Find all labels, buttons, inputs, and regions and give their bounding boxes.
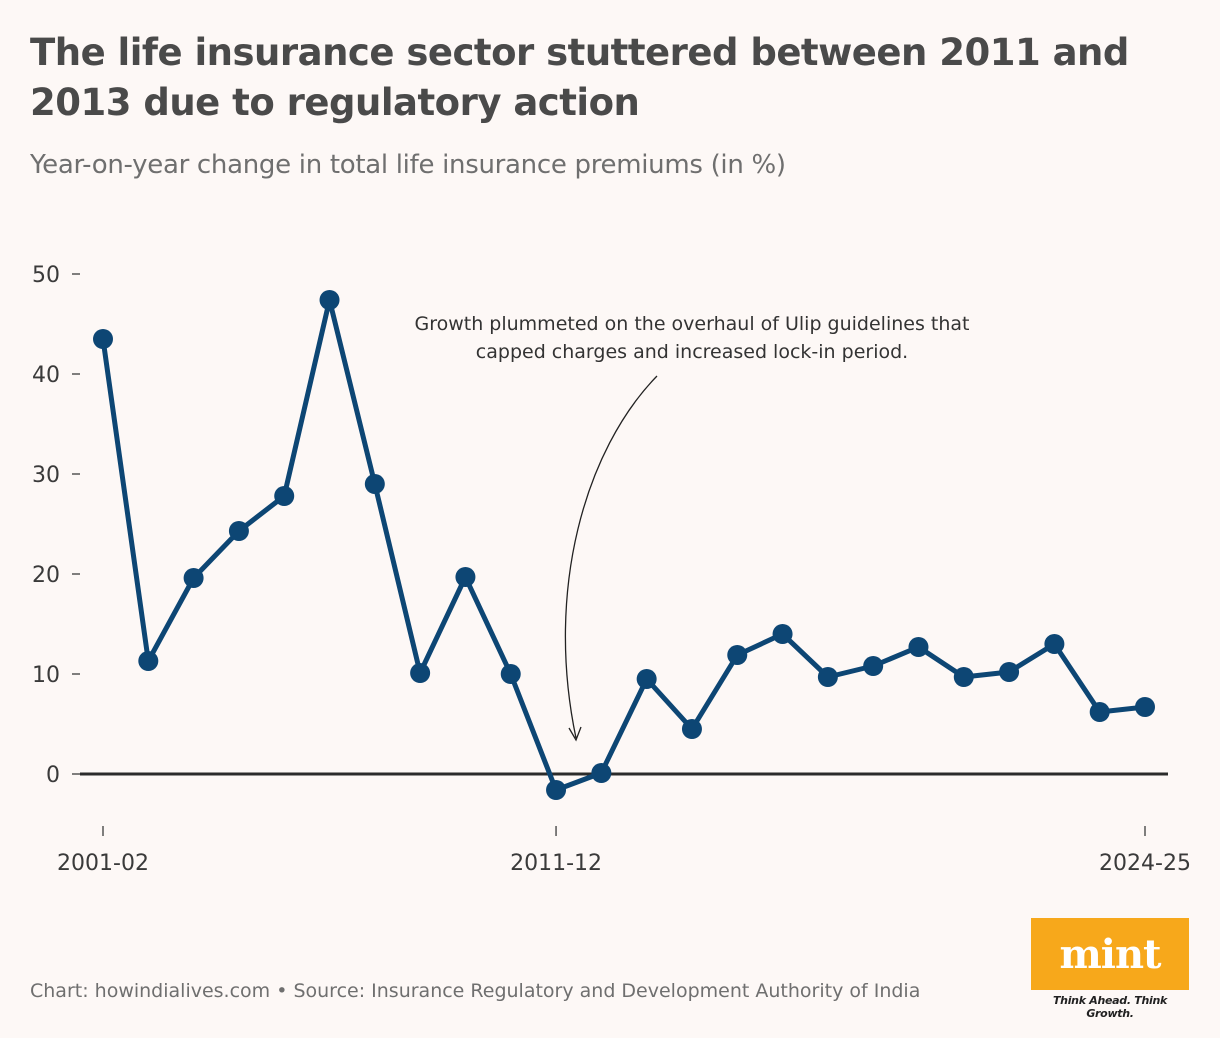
data-point: [410, 663, 431, 683]
data-point: [999, 662, 1020, 682]
data-point: [228, 521, 249, 541]
y-axis: 0 10 20 30 40 50: [32, 263, 80, 788]
data-point: [591, 763, 612, 783]
logo-wordmark: mint: [1059, 930, 1161, 978]
data-point: [546, 780, 567, 800]
data-point: [727, 645, 748, 665]
data-point: [681, 719, 702, 739]
data-point: [138, 651, 159, 671]
data-point: [953, 667, 974, 687]
line-chart: 0 10 20 30 40 50 2001-02 2011-12 2024-25 Growth…: [32, 263, 1191, 876]
chart-subtitle: Year-on-year change in total life insura…: [30, 150, 786, 180]
data-point: [1135, 697, 1155, 717]
logo-tagline: Think Ahead. Think Growth.: [1052, 994, 1168, 1020]
annotation-line: capped charges and increased lock-in per…: [476, 341, 908, 363]
data-point: [908, 637, 929, 657]
data-point: [500, 664, 521, 684]
x-tick-label: 2011-12: [510, 851, 602, 876]
mint-logo: mint: [1031, 918, 1189, 990]
data-point: [772, 624, 793, 644]
y-tick-label: 0: [46, 763, 60, 788]
data-point: [364, 474, 385, 494]
data-point: [1044, 634, 1065, 654]
data-point: [817, 667, 838, 687]
data-point: [636, 669, 657, 689]
x-tick-label: 2001-02: [57, 851, 149, 876]
series-line: [100, 297, 1146, 793]
data-points: [93, 290, 1155, 800]
data-point: [274, 486, 295, 506]
data-point: [319, 290, 340, 310]
data-point: [455, 567, 476, 587]
chart-title: The life insurance sector stuttered betw…: [30, 31, 1129, 124]
annotation-arrow: [564, 375, 658, 739]
source-note: Chart: howindialives.com • Source: Insur…: [30, 980, 921, 1002]
data-point: [863, 656, 884, 676]
annotation: Growth plummeted on the overhaul of Ulip…: [414, 313, 970, 742]
y-tick-label: 50: [32, 263, 60, 288]
y-tick-label: 10: [32, 663, 60, 688]
annotation-line: Growth plummeted on the overhaul of Ulip…: [414, 313, 969, 335]
y-tick-label: 40: [32, 363, 60, 388]
data-point: [183, 568, 204, 588]
annotation-arrowhead: [568, 726, 582, 742]
data-point: [93, 329, 113, 349]
x-tick-label: 2024-25: [1099, 851, 1191, 876]
y-tick-label: 30: [32, 463, 60, 488]
x-axis: 2001-02 2011-12 2024-25: [57, 826, 1191, 876]
data-point: [1089, 702, 1110, 722]
y-tick-label: 20: [32, 563, 60, 588]
